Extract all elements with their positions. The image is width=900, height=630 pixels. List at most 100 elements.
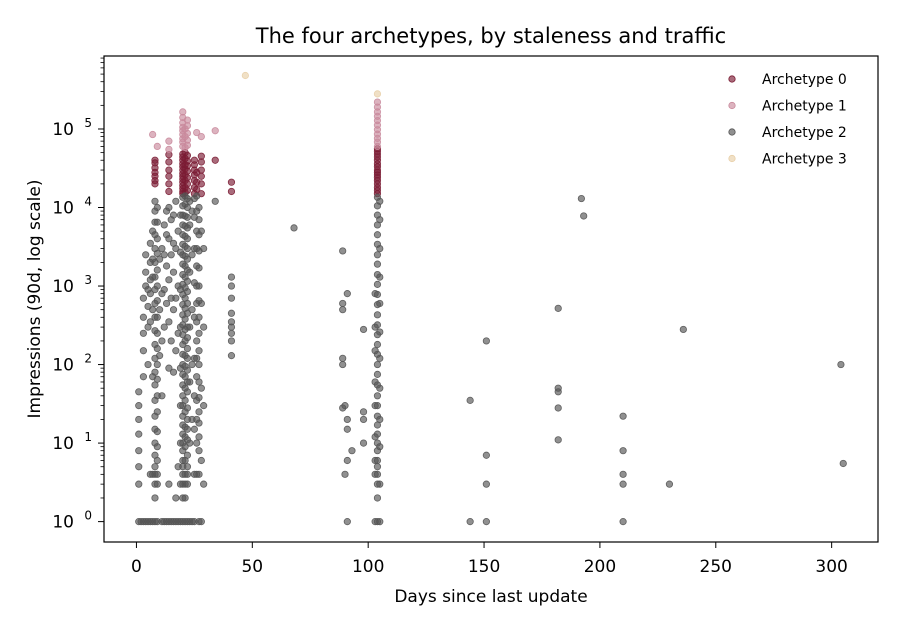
data-point: [227, 187, 236, 196]
legend-marker: [728, 128, 736, 136]
data-point: [373, 251, 382, 259]
data-point: [186, 323, 194, 331]
data-point: [619, 480, 627, 488]
data-point: [165, 364, 173, 372]
data-point: [376, 299, 384, 308]
data-point: [179, 108, 187, 116]
data-point: [139, 294, 147, 302]
data-point: [153, 428, 161, 436]
data-point: [135, 415, 143, 424]
data-point: [376, 216, 384, 224]
series-2-points: [135, 192, 847, 526]
y-tick-exponent: 3: [84, 273, 92, 287]
data-point: [172, 494, 180, 502]
data-point: [554, 436, 562, 444]
data-point: [193, 337, 201, 345]
data-point: [190, 425, 198, 433]
data-point: [160, 251, 168, 259]
data-point: [183, 287, 192, 296]
data-point: [183, 354, 192, 362]
data-point: [169, 211, 178, 219]
data-point: [169, 368, 178, 376]
data-point: [165, 276, 173, 284]
data-point: [373, 280, 382, 288]
data-point: [193, 439, 201, 447]
data-point: [195, 203, 203, 212]
data-point: [153, 142, 161, 150]
data-point: [376, 197, 384, 205]
legend-label: Archetype 1: [762, 99, 847, 115]
legend-label: Archetype 2: [762, 125, 847, 141]
data-point: [153, 470, 161, 478]
data-point: [183, 480, 192, 488]
data-point: [183, 151, 192, 160]
data-point: [839, 459, 847, 468]
data-point: [195, 378, 203, 386]
data-point: [183, 425, 192, 433]
data-point: [186, 268, 194, 276]
data-point: [162, 262, 171, 270]
data-point: [142, 268, 150, 276]
data-point: [153, 218, 161, 226]
data-point: [135, 447, 143, 455]
data-point: [165, 180, 173, 188]
data-point: [151, 197, 159, 205]
data-point: [183, 277, 192, 285]
data-point: [186, 439, 194, 447]
data-point: [153, 235, 161, 243]
data-point: [183, 174, 192, 182]
data-point: [200, 480, 208, 488]
data-point: [174, 227, 182, 235]
data-point: [160, 323, 168, 331]
data-point: [211, 197, 219, 205]
data-point: [200, 244, 208, 253]
data-point: [135, 480, 143, 488]
data-point: [373, 392, 382, 400]
data-point: [188, 306, 196, 314]
data-point: [135, 430, 143, 438]
data-point: [376, 244, 384, 253]
y-axis: 10 0 10 1 10 2 10 3 10 4 10 5: [52, 57, 104, 533]
data-point: [376, 480, 384, 488]
data-point: [580, 212, 588, 220]
data-point: [373, 260, 382, 268]
data-point: [373, 321, 382, 329]
data-point: [183, 388, 192, 396]
data-point: [373, 98, 382, 106]
data-point: [162, 299, 171, 308]
data-point: [197, 152, 205, 160]
data-point: [339, 247, 347, 255]
data-point: [153, 313, 161, 321]
x-tick-label: 250: [700, 557, 732, 577]
data-point: [153, 375, 161, 383]
data-point: [619, 412, 627, 420]
data-point: [227, 352, 236, 360]
data-point: [227, 273, 236, 281]
data-point: [373, 90, 382, 98]
data-point: [160, 286, 168, 294]
data-point: [153, 266, 161, 274]
data-point: [376, 443, 384, 451]
data-point: [227, 282, 236, 290]
data-point: [181, 494, 189, 502]
data-point: [195, 313, 203, 321]
data-point: [183, 309, 192, 317]
data-point: [211, 156, 219, 164]
data-point: [200, 323, 208, 331]
data-point: [167, 337, 175, 345]
data-point: [172, 244, 180, 253]
data-point: [554, 384, 562, 392]
data-point: [183, 213, 192, 221]
data-point: [183, 463, 192, 471]
data-point: [153, 344, 161, 353]
data-point: [373, 402, 382, 410]
data-point: [169, 268, 178, 276]
data-point: [156, 306, 164, 314]
series-0-points: [151, 145, 382, 198]
legend-label: Archetype 3: [762, 152, 847, 168]
y-tick-exponent: 4: [84, 195, 92, 209]
data-point: [165, 187, 173, 196]
data-point: [195, 360, 203, 369]
x-tick-label: 150: [468, 557, 500, 577]
